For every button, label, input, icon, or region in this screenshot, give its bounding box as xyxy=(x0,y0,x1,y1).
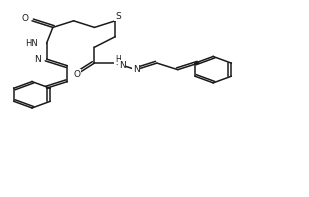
Text: H: H xyxy=(115,55,121,64)
Text: N: N xyxy=(133,65,139,74)
Text: O: O xyxy=(73,70,80,79)
Text: N: N xyxy=(34,55,41,64)
Text: O: O xyxy=(22,14,29,23)
Text: HN: HN xyxy=(25,39,38,48)
Text: N: N xyxy=(119,60,125,70)
Text: S: S xyxy=(115,12,121,21)
